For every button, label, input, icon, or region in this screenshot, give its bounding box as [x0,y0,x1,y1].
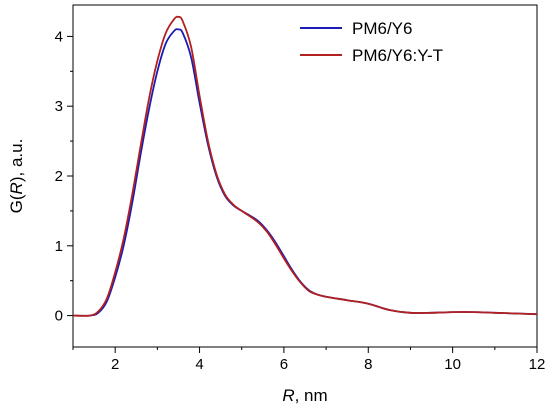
x-tick-label-10: 10 [444,356,461,373]
x-tick-label-6: 6 [280,356,288,373]
x-tick-label-2: 2 [111,356,119,373]
x-axis-title-italic: R [282,386,294,405]
series-line-1 [72,15,538,317]
y-tick-label-0: 0 [55,308,63,325]
y-tick-label-4: 4 [55,28,63,45]
x-tick-label-4: 4 [195,356,203,373]
y-tick-label-1: 1 [55,238,63,255]
y-tick-label-2: 2 [55,168,63,185]
legend-label-pm6-y6: PM6/Y6 [352,19,412,38]
y-axis-title-italic: R [7,182,26,194]
x-axis-title-rest: , nm [295,386,328,405]
axes-frame [72,4,538,348]
legend: PM6/Y6 PM6/Y6:Y-T [300,19,443,65]
y-tick-label-3: 3 [55,98,63,115]
legend-label-pm6-y6-y-t: PM6/Y6:Y-T [352,46,443,65]
series-line-0 [72,28,538,317]
y-axis-title: G(R), a.u. [7,139,26,214]
x-axis-title: R, nm [282,386,327,405]
y-axis-title-suffix: ), a.u. [7,139,26,182]
y-axis-title-prefix: G( [7,194,26,213]
series-layer [72,15,538,317]
x-tick-label-12: 12 [529,356,546,373]
x-tick-label-8: 8 [364,356,372,373]
